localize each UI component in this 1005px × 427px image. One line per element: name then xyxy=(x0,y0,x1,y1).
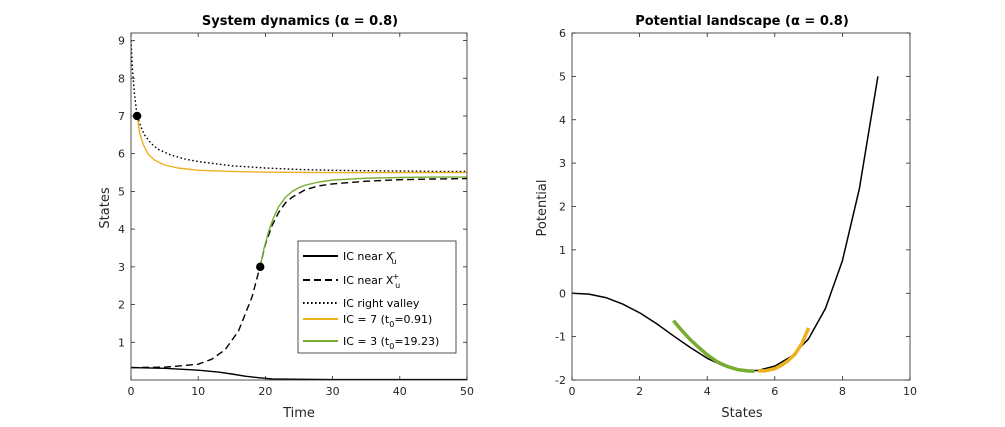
legend-subscript: u xyxy=(395,281,400,290)
x-tick-label: 10 xyxy=(903,385,917,398)
x-axis-label: Time xyxy=(282,406,315,421)
x-tick-label: 8 xyxy=(839,385,846,398)
potential-landscape-chart: Potential landscape (α = 0.8) States Pot… xyxy=(535,14,917,421)
series-group xyxy=(572,76,879,374)
y-axis-label: States xyxy=(98,187,113,228)
y-tick-label: 4 xyxy=(118,223,125,236)
series-line-2 xyxy=(672,319,755,374)
x-tick-label: 0 xyxy=(128,385,135,398)
x-tick-label: 0 xyxy=(569,385,576,398)
legend-label-text: IC = 7 (t xyxy=(343,313,390,326)
legend xyxy=(297,240,457,354)
y-tick-label: 8 xyxy=(118,72,125,85)
legend-subscript: 0 xyxy=(389,342,394,351)
series-line-3 xyxy=(757,327,811,373)
x-axis-label: States xyxy=(721,406,762,421)
y-axis-label: Potential xyxy=(535,180,550,237)
legend-entry-label: IC = 3 (t0=19.23) xyxy=(343,335,439,351)
axes-box xyxy=(130,32,468,381)
legend-label-text: IC = 3 (t xyxy=(343,335,390,348)
legend-label-text: IC right valley xyxy=(343,297,420,310)
legend-label-tail: =19.23) xyxy=(394,335,439,348)
x-tick-label: 20 xyxy=(258,385,272,398)
legend-label-text: IC near X xyxy=(343,274,394,287)
y-tick-label: 4 xyxy=(559,114,566,127)
y-tick-label: -1 xyxy=(555,331,566,344)
x-tick-label: 10 xyxy=(191,385,205,398)
y-tick-label: 2 xyxy=(118,299,125,312)
y-tick-label: 5 xyxy=(118,185,125,198)
initial-condition-marker-2 xyxy=(256,262,265,272)
y-tick-label: 7 xyxy=(118,110,125,123)
x-tick-label: 40 xyxy=(393,385,407,398)
y-tick-label: -2 xyxy=(555,374,566,387)
x-tick-label: 6 xyxy=(771,385,778,398)
series-line-4 xyxy=(136,115,467,174)
legend-subscript: 0 xyxy=(389,320,394,329)
y-tick-label: 3 xyxy=(559,157,566,170)
y-tick-label: 6 xyxy=(118,148,125,161)
x-tick-label: 50 xyxy=(460,385,474,398)
x-tick-label: 4 xyxy=(704,385,711,398)
plot-area xyxy=(572,33,910,380)
legend-entry-label: IC = 7 (t0=0.91) xyxy=(343,313,432,329)
legend-superscript: - xyxy=(392,248,395,257)
x-tick-label: 2 xyxy=(636,385,643,398)
legend-superscript: + xyxy=(392,272,399,281)
x-tick-label: 30 xyxy=(326,385,340,398)
legend-label-tail: =0.91) xyxy=(394,313,432,326)
system-dynamics-chart: System dynamics (α = 0.8) Time States 0 1… xyxy=(98,14,474,421)
y-tick-label: 0 xyxy=(559,287,566,300)
legend-entry-label: IC right valley xyxy=(343,297,420,310)
chart-title: System dynamics (α = 0.8) xyxy=(202,14,398,29)
y-tick-label: 3 xyxy=(118,261,125,274)
legend-label-text: IC near X xyxy=(343,250,394,263)
y-tick-label: 5 xyxy=(559,70,566,83)
legend-subscript: u xyxy=(391,257,396,266)
series-line-5 xyxy=(259,176,467,267)
legend-entry-label: IC near X-u xyxy=(343,248,396,266)
chart-title: Potential landscape (α = 0.8) xyxy=(635,14,849,29)
y-tick-label: 6 xyxy=(559,27,566,40)
y-tick-label: 1 xyxy=(559,244,566,257)
initial-condition-marker-1 xyxy=(132,111,142,121)
y-tick-label: 1 xyxy=(118,336,125,349)
y-tick-label: 9 xyxy=(118,35,125,48)
y-tick-label: 2 xyxy=(559,201,566,214)
legend-entry-label: IC near X+ u xyxy=(343,272,400,290)
series-line-3 xyxy=(131,40,467,173)
